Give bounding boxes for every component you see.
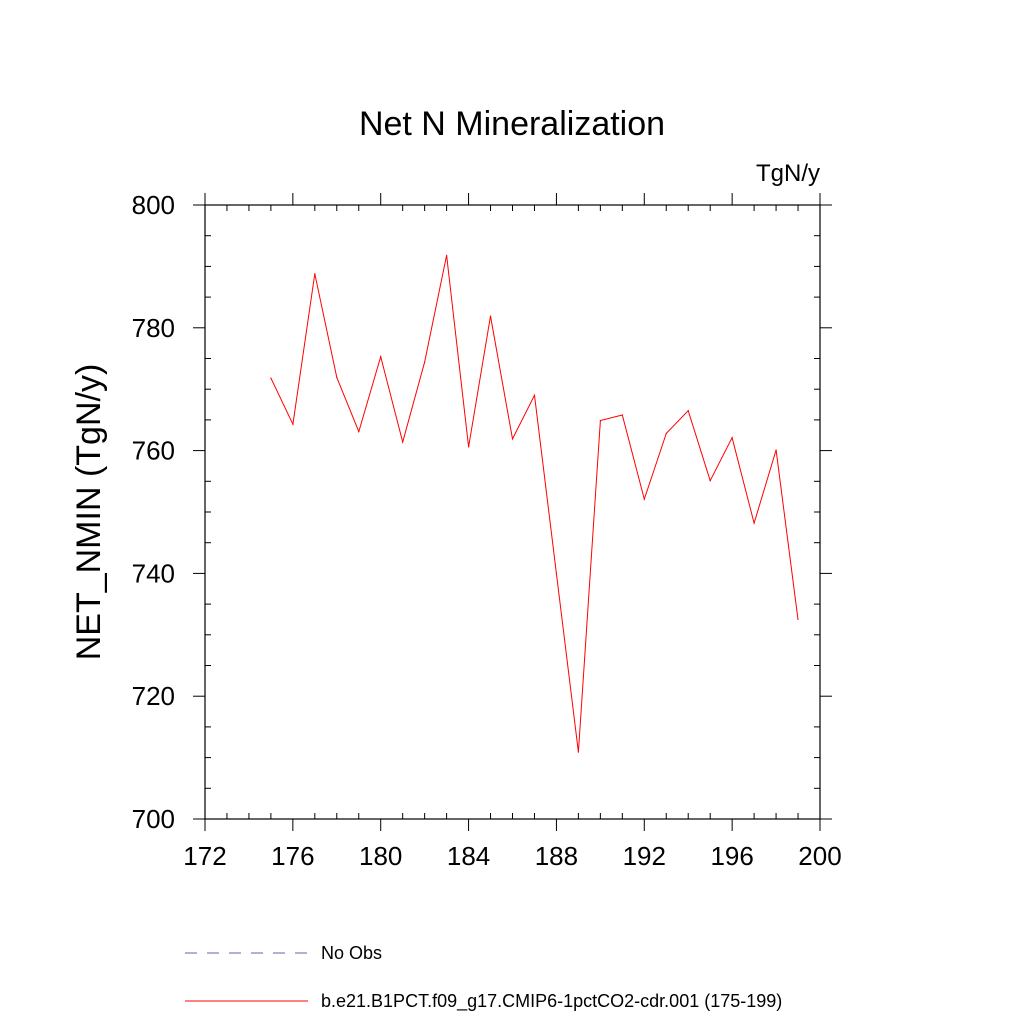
y-axis-label: NET_NMIN (TgN/y) [70, 364, 108, 661]
x-tick-label: 200 [798, 841, 841, 871]
y-tick-label: 740 [132, 558, 175, 588]
data-point [424, 361, 426, 363]
data-point [511, 438, 514, 440]
data-point [314, 273, 316, 275]
data-point [467, 446, 470, 448]
data-point [270, 377, 272, 379]
legend-label-model-run: b.e21.B1PCT.f09_g17.CMIP6-1pctCO2-cdr.00… [321, 991, 782, 1012]
x-tick-label: 184 [447, 841, 490, 871]
y-tick-label: 700 [132, 804, 175, 834]
y-tick-label: 800 [132, 190, 175, 220]
data-point [775, 449, 777, 451]
y-tick-label: 760 [132, 436, 175, 466]
data-point [358, 430, 360, 433]
data-point [336, 376, 338, 379]
data-point [665, 432, 667, 435]
data-point [621, 414, 623, 416]
axes-group: 172 176 180 184 188 192 196 200 700 720 740 760 780 8… [132, 190, 842, 871]
y-tick-label: 720 [132, 681, 175, 711]
data-point [402, 441, 404, 443]
legend: No Obs b.e21.B1PCT.f09_g17.CMIP6-1pctCO2… [185, 943, 782, 1012]
x-tick-label: 180 [359, 841, 402, 871]
data-point [599, 419, 601, 422]
x-tick-label: 192 [623, 841, 666, 871]
x-tick-label: 188 [535, 841, 578, 871]
data-point [446, 254, 448, 256]
data-point [797, 618, 799, 621]
x-tick-label: 172 [183, 841, 226, 871]
data-point [687, 410, 689, 412]
chart-title: Net N Mineralization [359, 105, 665, 143]
units-label: TgN/y [756, 160, 820, 187]
x-tick-label: 176 [271, 841, 314, 871]
x-tick-label: 196 [710, 841, 753, 871]
y-tick-label: 780 [132, 313, 175, 343]
data-point [292, 423, 294, 425]
series-layer [270, 254, 799, 753]
data-point [731, 437, 733, 439]
data-point [577, 751, 579, 753]
plot-frame [204, 204, 821, 820]
series-line [270, 255, 799, 753]
data-point [643, 498, 645, 500]
data-point [489, 315, 492, 317]
data-point [709, 480, 711, 482]
data-point [753, 522, 755, 524]
legend-label-no-obs: No Obs [321, 943, 382, 963]
data-point [380, 356, 382, 358]
data-point [555, 572, 558, 575]
data-point [533, 394, 536, 396]
